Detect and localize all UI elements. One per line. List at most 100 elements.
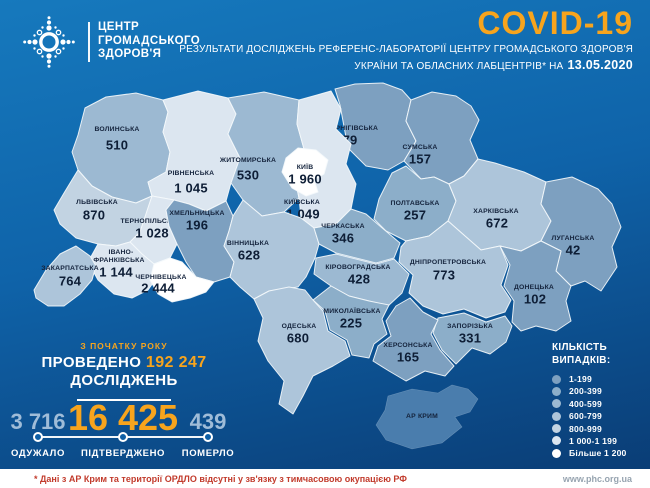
region-shape-mykolaiv (312, 285, 390, 359)
legend-dot-icon (552, 448, 561, 458)
map-region-zhytomyr: ЖИТОМИРСЬКА 530 (219, 91, 305, 217)
page-title: COVID-19 (477, 5, 633, 41)
region-name-luhansk: ЛУГАНСЬКА (552, 235, 595, 242)
legend-item-400-599: 400-599 (552, 399, 627, 409)
region-shape-zaporizhzhia (432, 312, 513, 365)
region-value-volyn: 510 (106, 137, 128, 152)
region-shape-kherson (372, 297, 455, 382)
legend-title-line-2: ВИПАДКІВ: (552, 354, 611, 366)
region-value-dnipro: 773 (433, 267, 455, 282)
phc-logo-icon (23, 16, 75, 68)
stat-dot-confirmed (118, 432, 128, 442)
region-shape-luhansk (540, 176, 622, 292)
report-date: 13.05.2020 (567, 58, 633, 72)
logo-line-1: ЦЕНТР (98, 21, 140, 33)
legend-item-1 000-1 199: 1 000-1 199 (552, 436, 627, 446)
logo-divider (88, 22, 90, 62)
legend-dot-icon (552, 424, 561, 434)
region-value-rivne: 1 045 (174, 180, 208, 195)
legend-title: КІЛЬКІСТЬ ВИПАДКІВ: (552, 342, 627, 367)
region-name-donetsk: ДОНЕЦЬКА (514, 284, 554, 291)
subtitle-line-2: УКРАЇНИ ТА ОБЛАСНИХ ЛАБЦЕНТРІВ* НА 13.05.… (179, 58, 633, 72)
stat-label-0: ОДУЖАЛО (11, 448, 65, 459)
region-shape-kyiv_city (281, 147, 329, 197)
region-shape-dnipro (398, 220, 512, 319)
tests-performed-block: З ПОЧАТКУ РОКУ ПРОВЕДЕНО 192 247 ДОСЛІДЖ… (0, 341, 248, 401)
region-shape-cherkasy (313, 208, 401, 264)
stat-dot-died (203, 432, 213, 442)
legend-dot-icon (552, 411, 561, 421)
region-name-rivne: РІВНЕНСЬКА (168, 170, 215, 177)
region-value-chernivtsi: 2 444 (141, 280, 175, 295)
legend-item-label: 600-799 (569, 411, 602, 422)
region-name-ivano_frankivsk: ІВАНО- (108, 249, 133, 256)
tests-divider (77, 399, 171, 401)
logo-text: ЦЕНТР ГРОМАДСЬКОГО ЗДОРОВ'Я (98, 21, 200, 62)
region-name-chernivtsi: ЧЕРНІВЕЦЬКА (135, 274, 186, 281)
region-name-kherson: ХЕРСОНСЬКА (383, 342, 432, 349)
region-name-vinnytsia: ВІННИЦЬКА (227, 240, 269, 247)
region-value-kharkiv: 672 (486, 215, 508, 230)
region-name-sumy: СУМСЬКА (403, 144, 438, 151)
footer-bar: * Дані з АР Крим та території ОРДЛО відс… (0, 469, 650, 488)
stat-label-1: ПІДТВЕРДЖЕНО (80, 448, 166, 459)
legend-item-label: 400-599 (569, 398, 602, 409)
region-value-donetsk: 102 (524, 291, 546, 306)
region-name-kirovohrad: КІРОВОГРАДСЬКА (325, 264, 390, 271)
region-name-kyiv_region: КИЇВСЬКА (284, 198, 320, 206)
header-right: COVID-19 РЕЗУЛЬТАТИ ДОСЛІДЖЕНЬ РЕФЕРЕНС-… (179, 6, 633, 72)
region-value-sumy: 157 (409, 151, 431, 166)
region-shape-zakarpattia (33, 245, 97, 307)
legend-item-800-999: 800-999 (552, 424, 627, 434)
map-region-rivne: РІВНЕНСЬКА 1 045 (147, 90, 241, 212)
stat-label-2: ПОМЕРЛО (181, 448, 235, 459)
tests-prefix: ПРОВЕДЕНО (41, 354, 142, 371)
region-name-odesa: ОДЕСЬКА (282, 323, 317, 330)
tests-performed-line: ПРОВЕДЕНО 192 247 ДОСЛІДЖЕНЬ (0, 354, 248, 389)
legend-item-label: 200-399 (569, 386, 602, 397)
region-value-ternopil: 1 028 (135, 225, 169, 240)
legend-item-1-199: 1-199 (552, 374, 627, 384)
region-shape-chernivtsi (149, 257, 215, 303)
legend-item-label: 800-999 (569, 423, 602, 434)
region-shape-odesa (253, 286, 351, 415)
region-name-ivano_frankivsk: ФРАНКІВСЬКА (93, 257, 144, 264)
region-name-zakarpattia: ЗАКАРПАТСЬКА (41, 265, 99, 272)
region-name-kyiv_city: КИЇВ (297, 163, 314, 171)
legend-dot-icon (552, 436, 561, 446)
region-value-odesa: 680 (287, 330, 309, 345)
legend-item-200-399: 200-399 (552, 386, 627, 396)
region-name-dnipro: ДНІПРОПЕТРОВСЬКА (410, 259, 486, 266)
region-name-khmelnytskyi: ХМЕЛЬНИЦЬКА (169, 210, 224, 217)
region-value-kherson: 165 (397, 349, 419, 364)
legend-dot-icon (552, 374, 561, 384)
legend-item-label: Більше 1 200 (569, 448, 627, 459)
region-value-vinnytsia: 628 (238, 247, 260, 262)
stat-value-2: 439 (189, 409, 227, 434)
region-shape-crimea (375, 384, 479, 450)
legend-item-600-799: 600-799 (552, 411, 627, 421)
legend-item-label: 1-199 (569, 374, 592, 384)
region-value-zakarpattia: 764 (59, 273, 82, 288)
region-shape-sumy (403, 91, 480, 185)
legend-title-line-1: КІЛЬКІСТЬ (552, 342, 607, 353)
legend-item-label: 1 000-1 199 (569, 435, 618, 446)
logo-line-3: ЗДОРОВ'Я (98, 48, 162, 60)
region-name-chernihiv: ЧЕРНІГІВСЬКА (326, 125, 378, 132)
logo-line-2: ГРОМАДСЬКОГО (98, 34, 201, 47)
region-shape-donetsk (499, 240, 572, 332)
website-url: www.phc.org.ua (562, 473, 632, 484)
region-value-mykolaiv: 225 (340, 315, 362, 330)
